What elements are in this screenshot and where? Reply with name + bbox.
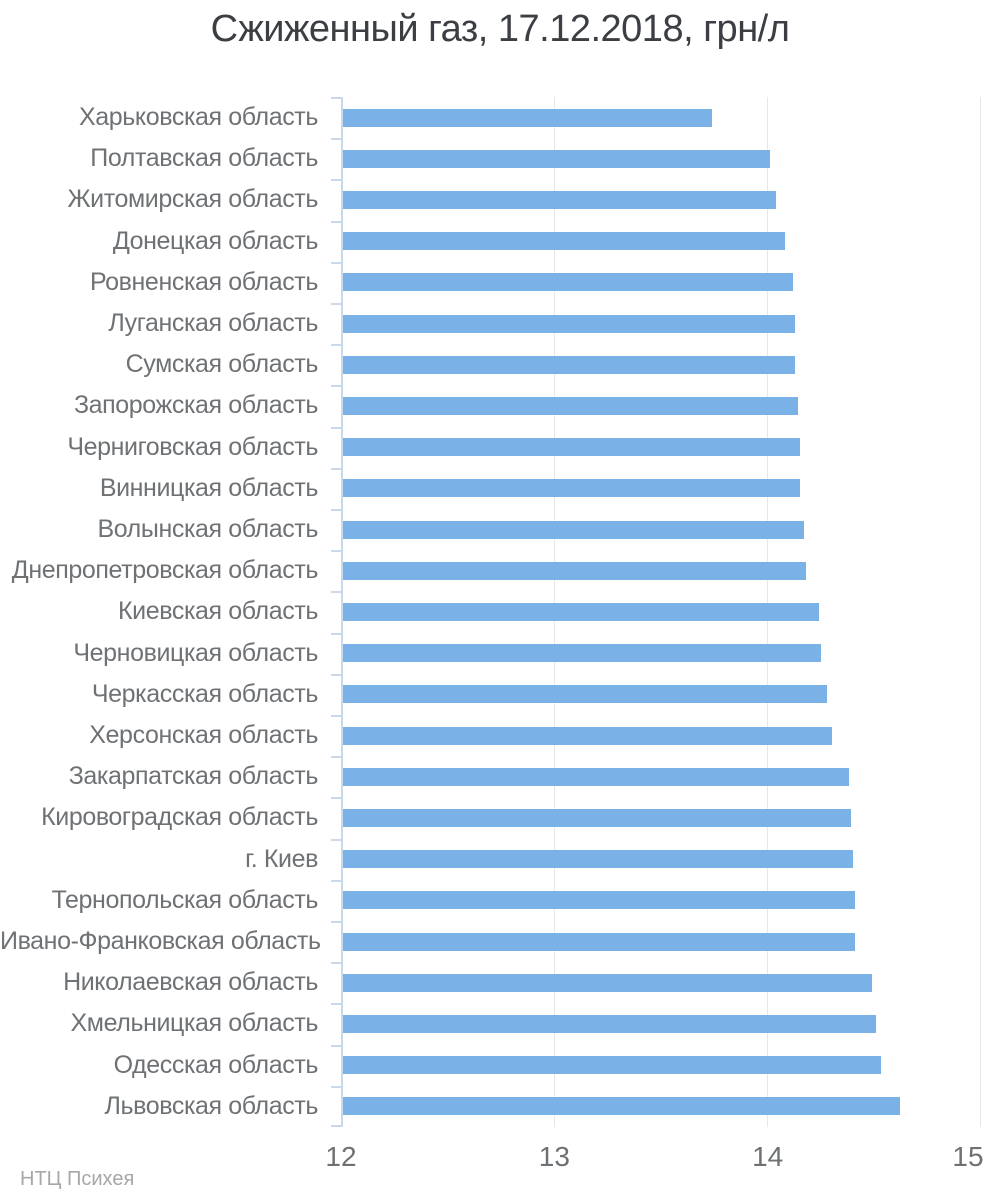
bar <box>343 397 798 415</box>
bar <box>343 891 856 910</box>
bar <box>343 108 713 127</box>
y-axis-tick <box>331 879 341 882</box>
gridline <box>980 97 981 1127</box>
bar <box>343 850 853 869</box>
y-axis-tick <box>331 261 341 264</box>
y-axis-tick <box>331 921 341 923</box>
y-axis-tick <box>331 838 341 841</box>
bar <box>343 809 851 827</box>
category-label: Днепропетровская область <box>11 556 319 585</box>
y-axis-tick <box>331 426 341 429</box>
plot-area <box>331 97 981 1127</box>
bar <box>343 232 785 251</box>
y-axis-tick <box>331 1085 341 1088</box>
category-label: Закарпатская область <box>68 762 319 791</box>
bar <box>343 973 873 992</box>
x-axis-label: 15 <box>952 1141 984 1172</box>
bar <box>343 1056 881 1075</box>
y-axis-tick <box>331 303 341 305</box>
y-axis-tick <box>331 1044 341 1047</box>
y-axis-tick <box>331 673 341 676</box>
y-axis-tick <box>331 715 341 717</box>
x-axis-label: 13 <box>538 1141 570 1172</box>
category-label: Одесская область <box>113 1050 319 1079</box>
category-label: Черкасская область <box>91 679 319 708</box>
bar <box>343 561 807 580</box>
category-label: Житомирская область <box>67 185 318 214</box>
category-label: Харьковская область <box>79 103 318 131</box>
category-label: Николаевская область <box>63 968 318 997</box>
source-credit: НТЦ Психея <box>20 1168 135 1190</box>
bar <box>343 355 796 374</box>
category-label: Киевская область <box>118 597 318 626</box>
y-axis-tick <box>331 632 341 635</box>
category-label: Тернопольская область <box>51 885 319 914</box>
category-label: Волынская область <box>97 515 318 543</box>
bar <box>343 1015 877 1033</box>
category-label: Черниговская область <box>67 432 318 461</box>
y-axis-line <box>341 97 343 1127</box>
bar <box>343 273 794 292</box>
category-label: Сумская область <box>125 350 319 379</box>
y-axis-tick <box>331 1003 341 1006</box>
bar <box>343 644 821 663</box>
y-axis-tick <box>331 220 341 223</box>
bar <box>343 438 800 457</box>
category-label: Винницкая область <box>99 473 319 502</box>
chart-title: Сжиженный газ, 17.12.2018, грн/л <box>210 8 790 50</box>
y-axis-tick <box>331 550 341 553</box>
y-axis-tick <box>331 385 341 388</box>
x-axis-label: 14 <box>752 1141 784 1172</box>
category-label: Запорожская область <box>73 391 318 420</box>
bar <box>343 767 849 786</box>
bar <box>343 520 804 539</box>
category-label: Полтавская область <box>90 144 318 173</box>
bar <box>343 479 800 498</box>
category-label: Кировоградская область <box>41 803 318 832</box>
category-label: Донецкая область <box>112 226 319 255</box>
y-axis-tick <box>331 591 341 594</box>
y-axis-tick <box>331 1125 341 1127</box>
y-axis-tick <box>331 138 341 141</box>
bar <box>343 726 832 745</box>
bar <box>343 932 856 951</box>
bar <box>343 685 828 704</box>
y-axis-tick <box>331 756 341 759</box>
category-label: Луганская область <box>108 309 318 337</box>
y-axis-tick <box>331 509 341 511</box>
bar <box>343 191 777 209</box>
category-label: г. Киев <box>245 844 318 873</box>
category-label: Ивано-Франковская область <box>0 927 321 955</box>
bar <box>343 603 819 621</box>
bar <box>343 314 796 333</box>
x-axis-label: 12 <box>325 1141 357 1172</box>
y-axis-tick <box>331 467 341 470</box>
category-label: Черновицкая область <box>73 638 318 667</box>
category-label: Львовская область <box>104 1091 319 1120</box>
bar <box>343 1097 900 1116</box>
category-label: Херсонская область <box>89 721 318 749</box>
y-axis-tick <box>331 797 341 800</box>
y-axis-tick <box>331 97 341 99</box>
y-axis-tick <box>331 962 341 965</box>
category-label: Ровненская область <box>89 267 318 296</box>
bar <box>343 149 770 168</box>
y-axis-tick <box>331 344 341 347</box>
y-axis-tick <box>331 179 341 182</box>
category-label: Хмельницкая область <box>70 1009 319 1038</box>
